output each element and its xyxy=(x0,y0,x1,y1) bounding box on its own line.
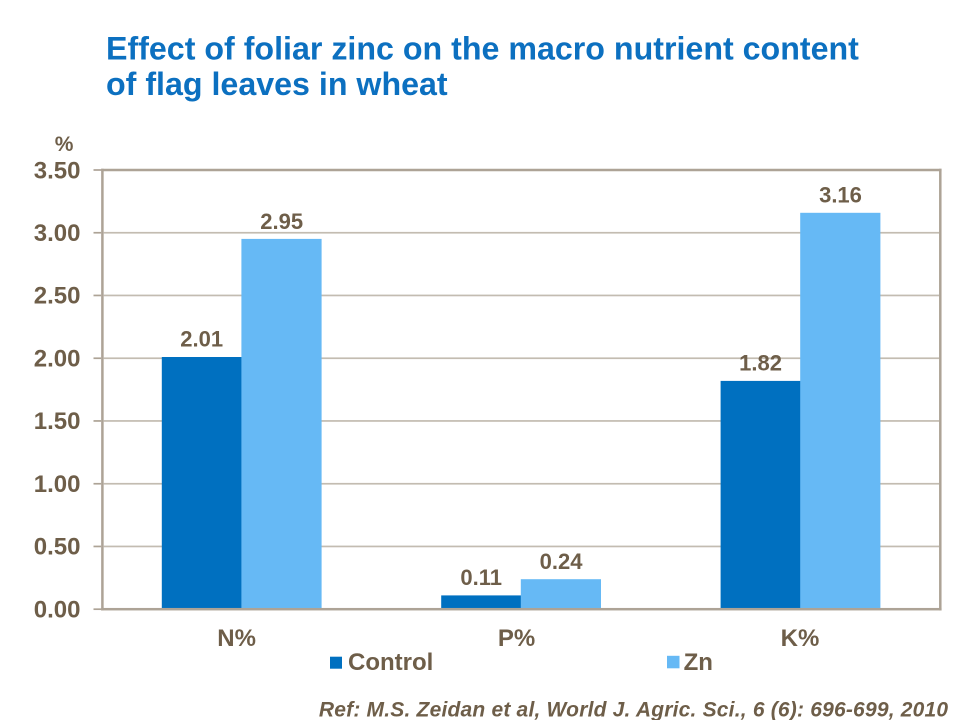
svg-text:P%: P% xyxy=(498,625,535,652)
svg-text:Zn: Zn xyxy=(684,649,713,676)
svg-text:1.50: 1.50 xyxy=(34,408,81,435)
svg-text:2.01: 2.01 xyxy=(180,327,223,352)
svg-text:0.11: 0.11 xyxy=(460,565,502,590)
svg-text:0.24: 0.24 xyxy=(540,549,584,574)
svg-text:2.50: 2.50 xyxy=(34,283,81,310)
svg-text:Ref: M.S. Zeidan et al, World: Ref: M.S. Zeidan et al, World J. Agric. … xyxy=(319,699,949,720)
svg-text:Control: Control xyxy=(348,649,433,676)
svg-text:0.00: 0.00 xyxy=(34,596,81,623)
svg-text:3.16: 3.16 xyxy=(819,183,862,208)
svg-text:K%: K% xyxy=(781,625,820,652)
svg-text:N%: N% xyxy=(217,625,256,652)
svg-text:Effect of foliar zinc on the m: Effect of foliar zinc on the macro nutri… xyxy=(106,30,859,66)
svg-text:of flag leaves in wheat: of flag leaves in wheat xyxy=(106,66,448,102)
svg-text:3.00: 3.00 xyxy=(34,220,81,247)
svg-text:2.00: 2.00 xyxy=(34,346,81,373)
svg-text:2.95: 2.95 xyxy=(260,209,303,234)
svg-text:3.50: 3.50 xyxy=(34,157,81,184)
svg-text:0.50: 0.50 xyxy=(34,534,81,561)
svg-text:%: % xyxy=(55,133,74,156)
svg-text:1.00: 1.00 xyxy=(34,471,81,498)
svg-text:1.82: 1.82 xyxy=(739,351,782,376)
